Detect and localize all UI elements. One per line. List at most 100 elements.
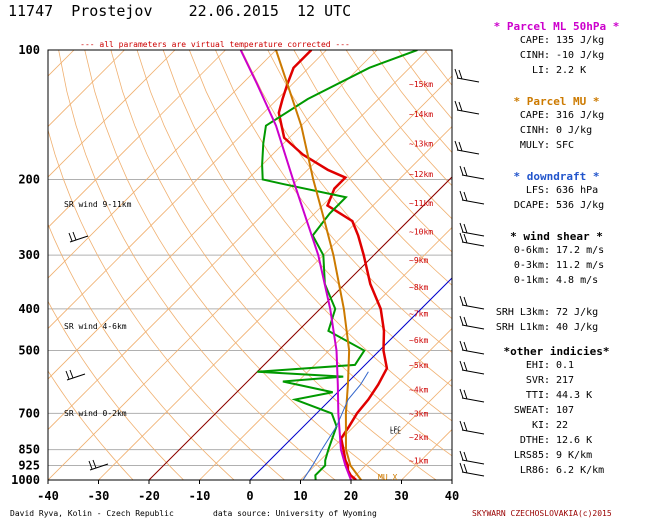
wind-barb-icon [459,420,485,435]
isotherm-line [199,226,452,480]
index-value: 72 J/kg [556,307,599,318]
index-row: 0-1km: 4.8 m/s [462,273,651,288]
height-label: ~5km [409,361,428,370]
chart-header: 11747 Prostejov 22.06.2015 12 UTC [8,2,352,20]
isotherm-line [48,75,452,480]
index-panel: * Parcel ML 50hPa * CAPE: 135 J/kg CINH: -10… [462,20,651,78]
index-row: SRH L1km: 40 J/kg [462,320,651,335]
index-key: DTHE: [519,435,550,446]
index-row: SVR: 217 [462,373,651,388]
index-key: CINH: [519,50,550,61]
isotherm-line [48,50,378,380]
dry-adiabat-line [136,50,452,457]
index-value: 44.3 K [556,390,593,401]
index-key: CAPE: [519,110,550,121]
wind-barb-icon [459,232,485,247]
pressure-tick-label: 300 [18,248,40,262]
height-label: ~15km [409,80,433,89]
pressure-tick-label: 925 [18,458,40,472]
index-value: 11.2 m/s [556,260,605,271]
wind-barb-icon [459,340,485,355]
wind-barb-icon [459,462,485,477]
temperature-tick-label: 40 [445,489,459,503]
height-label: ~4km [409,386,428,395]
index-value: 0 J/kg [556,125,593,136]
height-label: ~8km [409,283,428,292]
index-row: 0-6km: 17.2 m/s [462,243,651,258]
dry-adiabat-line [188,50,452,387]
isotherm-zero-line [249,277,452,480]
index-value: SFC [556,140,575,151]
virtual-temp-note: --- all parameters are virtual temperatu… [80,40,350,49]
index-value: 0.1 [556,360,575,371]
index-key: EHI: [525,360,550,371]
temperature-line [277,50,389,480]
index-row: KI: 22 [462,418,651,433]
index-value: 40 J/kg [556,322,599,333]
index-value: 17.2 m/s [556,245,605,256]
index-key: DCAPE: [513,200,550,211]
height-label: ~9km [409,256,428,265]
height-label: ~14km [409,110,433,119]
index-value: 636 hPa [556,185,599,196]
index-row: CAPE: 316 J/kg [462,108,651,123]
dry-adiabat-line [48,300,184,480]
index-row: LRS85: 9 K/km [462,448,651,463]
sr-wind-barb-icon [68,231,89,243]
isotherm-line [48,50,125,128]
index-key: CAPE: [519,35,550,46]
index-row: DCAPE: 536 J/kg [462,198,651,213]
chart-annotation: LFC [390,426,401,433]
dry-adiabat-line [48,370,134,480]
index-panel-title: * Parcel MU * [513,95,600,108]
parcel_ml-line [239,50,352,480]
pressure-tick-label: 100 [18,43,40,57]
isotherm-line [48,50,327,330]
height-label: ~10km [409,227,433,236]
height-label: ~13km [409,140,433,149]
dry-adiabat-line [267,50,452,286]
wind-barb-icon [459,450,485,465]
dewpoint-line [257,50,418,480]
temperature-tick-label: 20 [344,489,358,503]
index-key: TTI: [525,390,550,401]
index-row: CAPE: 135 J/kg [462,33,651,48]
index-key: LRS85: [513,450,550,461]
height-label: ~6km [409,336,428,345]
isotherm-line [48,50,428,431]
index-row: TTI: 44.3 K [462,388,651,403]
index-key: 0-1km: [513,275,550,286]
index-panel: * downdraft * LFS: 636 hPa DCAPE: 536 J/kg [462,170,651,213]
index-row: LFS: 636 hPa [462,183,651,198]
index-value: 536 J/kg [556,200,605,211]
index-panel: SRH L3km: 72 J/kg SRH L1km: 40 J/kg [462,305,651,335]
dry-adiabat-line [48,223,235,480]
isotherm-line [300,327,452,480]
index-key: SVR: [525,375,550,386]
index-row: CINH: 0 J/kg [462,123,651,138]
wind-barb-icon [459,165,485,180]
index-row: 0-3km: 11.2 m/s [462,258,651,273]
index-key: SRH L3km: [495,307,550,318]
index-key: SWEAT: [513,405,550,416]
temperature-tick-label: -40 [37,489,59,503]
pressure-tick-label: 200 [18,172,40,186]
plot-area [48,50,452,480]
dry-adiabat-line [58,50,336,480]
index-value: 217 [556,375,575,386]
height-label: ~1km [409,456,428,465]
isotherm-line [48,50,226,229]
index-panel-title: *other indicies* [503,345,610,358]
index-row: LR86: 6.2 K/km [462,463,651,478]
index-value: 12.6 K [556,435,593,446]
index-value: 6.2 K/km [556,465,605,476]
index-panel: * wind shear * 0-6km: 17.2 m/s 0-3km: 11.2 m… [462,230,651,288]
chart-annotation: SR wind 9-11km [64,200,132,209]
parcel_mu-line [275,50,362,480]
pressure-tick-label: 400 [18,302,40,316]
footer-author: David Ryva, Kolin - Czech Republic [10,509,174,518]
sr-wind-barb-icon [88,459,109,471]
index-value: 4.8 m/s [556,275,599,286]
index-key: LI: [531,65,550,76]
index-panel-title: * Parcel ML 50hPa * [493,20,620,33]
